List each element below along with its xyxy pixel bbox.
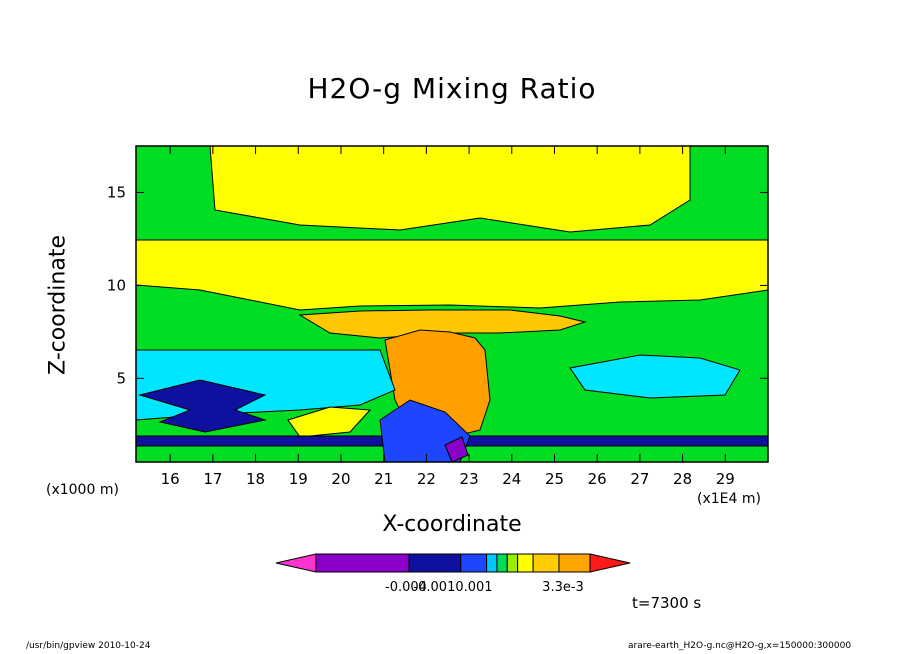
footer-left: /usr/bin/gpview 2010-10-24	[26, 641, 151, 651]
colorbar-label: -0.0010.001	[413, 580, 492, 595]
x-tick-label: 17	[203, 470, 222, 488]
time-annotation: t=7300 s	[632, 594, 702, 612]
colorbar-segment	[532, 553, 560, 573]
x-unit-right: (x1E4 m)	[697, 491, 761, 507]
x-unit-left: (x1000 m)	[46, 482, 119, 498]
region-right-moist	[569, 354, 741, 399]
colorbar-segment	[517, 553, 534, 573]
x-tick-label: 20	[331, 470, 350, 488]
y-tick-label: 15	[107, 183, 126, 201]
colorbar-label: 3.3e-3	[542, 580, 584, 595]
x-tick-label: 27	[630, 470, 649, 488]
x-tick-label: 21	[374, 470, 393, 488]
chart-title: H2O-g Mixing Ratio	[307, 72, 597, 105]
x-tick-label: 22	[417, 470, 436, 488]
colorbar-segment	[460, 553, 488, 573]
x-tick-label: 19	[289, 470, 308, 488]
x-ticks: 16 17 18 19 20 21 22 23 24 25 26 27 28 29	[161, 146, 735, 488]
colorbar-segment	[486, 553, 498, 573]
colorbar-segment	[408, 553, 462, 573]
x-tick-label: 25	[545, 470, 564, 488]
region-left-blob	[138, 379, 267, 433]
contour-field	[136, 146, 768, 462]
y-ticks: 5 10 15	[107, 183, 768, 387]
x-tick-label: 26	[588, 470, 607, 488]
colorbar-segment	[558, 553, 591, 573]
x-tick-label: 16	[161, 470, 180, 488]
colorbar-segment	[506, 553, 519, 573]
x-tick-label: 23	[460, 470, 479, 488]
footer-right: arare-earth_H2O-g.nc@H2O-g,x=150000:3000…	[628, 641, 852, 651]
x-tick-label: 24	[502, 470, 521, 488]
colorbar-segment	[496, 553, 508, 573]
y-tick-label: 5	[116, 369, 126, 387]
x-tick-label: 28	[673, 470, 692, 488]
x-axis-label: X-coordinate	[382, 512, 522, 537]
colorbar: -0.004-0.0010.001 3.3e-3	[275, 553, 631, 595]
plot-frame	[135, 145, 769, 463]
region-anvil	[298, 309, 587, 339]
region-mid-band	[136, 239, 768, 311]
region-lower-yellow	[287, 406, 372, 438]
x-tick-label: 18	[246, 470, 265, 488]
colorbar-segment	[315, 553, 410, 573]
region-upper-band	[209, 146, 691, 233]
region-minimum	[444, 436, 469, 462]
y-tick-label: 10	[107, 276, 126, 294]
colorbar-left-arrow	[275, 553, 317, 573]
x-tick-label: 29	[716, 470, 735, 488]
colorbar-label: -0.004	[385, 580, 427, 595]
colorbar-right-arrow	[589, 553, 631, 573]
